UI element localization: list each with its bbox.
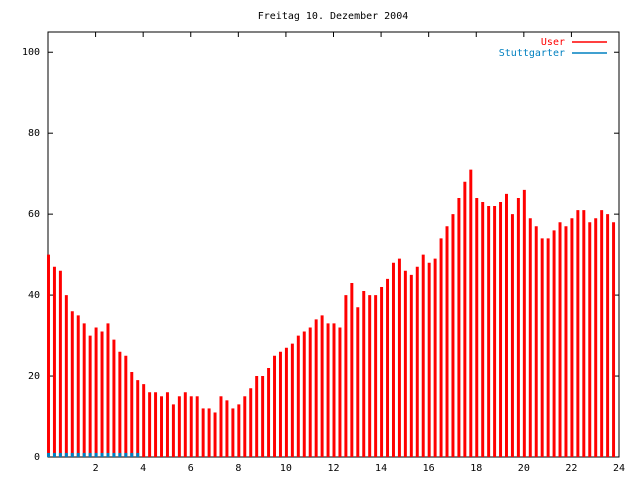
x-tick-label: 24: [613, 463, 625, 474]
x-tick-label: 18: [470, 463, 482, 474]
x-tick-label: 8: [235, 463, 241, 474]
x-tick-label: 2: [93, 463, 99, 474]
x-tick-label: 16: [423, 463, 435, 474]
chart-title: Freitag 10. Dezember 2004: [258, 11, 409, 22]
y-tick-label: 0: [34, 452, 40, 463]
x-tick-label: 14: [375, 463, 387, 474]
legend-label: User: [541, 37, 565, 48]
x-tick-label: 12: [327, 463, 339, 474]
y-tick-label: 80: [28, 128, 40, 139]
y-tick-label: 40: [28, 290, 40, 301]
x-tick-label: 20: [518, 463, 530, 474]
y-tick-label: 60: [28, 209, 40, 220]
y-tick-label: 20: [28, 371, 40, 382]
legend-label: Stuttgarter: [499, 48, 565, 59]
y-tick-label: 100: [22, 47, 40, 58]
x-tick-label: 6: [188, 463, 194, 474]
x-tick-label: 22: [565, 463, 577, 474]
x-tick-label: 4: [140, 463, 146, 474]
x-tick-label: 10: [280, 463, 292, 474]
